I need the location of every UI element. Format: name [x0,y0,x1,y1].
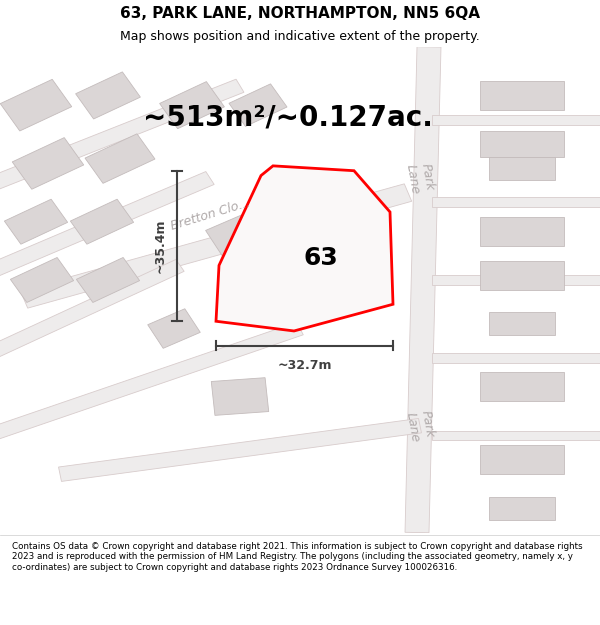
Polygon shape [0,322,303,442]
Bar [480,81,564,110]
Text: Park
Lane: Park Lane [404,161,436,196]
Text: 63, PARK LANE, NORTHAMPTON, NN5 6QA: 63, PARK LANE, NORTHAMPTON, NN5 6QA [120,6,480,21]
Polygon shape [432,431,600,440]
Bar [480,261,564,290]
Text: Map shows position and indicative extent of the property.: Map shows position and indicative extent… [120,30,480,43]
Bar [160,82,224,129]
Text: Contains OS data © Crown copyright and database right 2021. This information is : Contains OS data © Crown copyright and d… [12,542,583,571]
Bar [480,372,564,401]
Bar [12,138,84,189]
Bar [10,258,74,302]
Bar [70,199,134,244]
Bar [229,84,287,126]
Polygon shape [0,171,214,286]
Text: Bretton Clo...: Bretton Clo... [169,196,251,232]
Polygon shape [216,166,393,331]
Bar [85,134,155,183]
Bar [76,258,140,302]
Bar [489,157,555,180]
Text: ~35.4m: ~35.4m [153,219,166,273]
Polygon shape [405,47,441,532]
Bar [489,312,555,336]
Bar [0,79,72,131]
Bar [4,199,68,244]
Bar [480,131,564,158]
Polygon shape [432,198,600,207]
Polygon shape [20,184,412,308]
Bar [211,378,269,416]
Text: ~32.7m: ~32.7m [277,359,332,372]
Text: 63: 63 [304,246,338,270]
Polygon shape [59,419,421,481]
Bar [480,445,564,474]
Polygon shape [432,275,600,285]
Bar [206,210,274,262]
Text: Park
Lane: Park Lane [404,408,436,443]
Bar [76,72,140,119]
Polygon shape [0,79,244,199]
Bar [489,497,555,520]
Text: ~513m²/~0.127ac.: ~513m²/~0.127ac. [143,103,433,131]
Polygon shape [432,353,600,362]
Polygon shape [0,259,184,368]
Bar [148,309,200,348]
Bar [480,217,564,246]
Polygon shape [432,115,600,124]
